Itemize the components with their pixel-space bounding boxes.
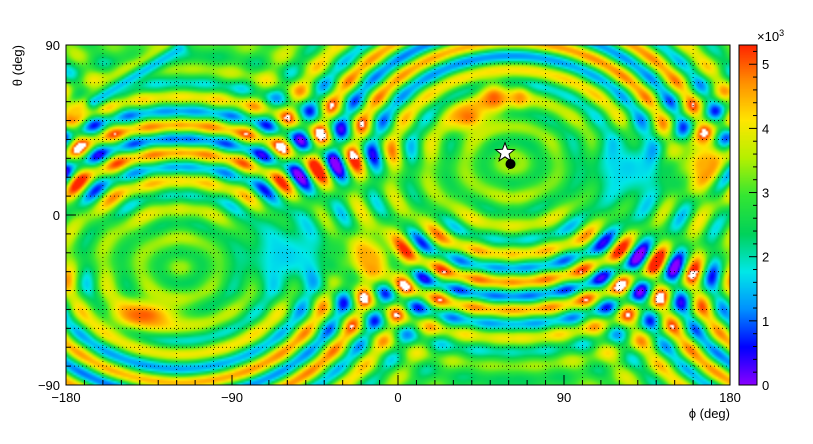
colorbar-tick-label: 0 (762, 378, 769, 393)
y-tick-label: −90 (38, 378, 60, 393)
colorbar-multiplier-exponent: 3 (779, 28, 784, 38)
y-tick-label: 0 (53, 208, 60, 223)
colorbar-tick-label: 3 (762, 186, 769, 201)
colorbar-tick-label: 5 (762, 57, 769, 72)
y-tick-label: 90 (46, 38, 60, 53)
colorbar-tick-label: 4 (762, 121, 769, 136)
x-tick-label: 0 (394, 390, 401, 405)
x-axis-ticks: −180 −90 0 90 180 (51, 375, 741, 405)
colorbar-multiplier: ×103 (757, 28, 784, 44)
y-axis-title: θ (deg) (10, 45, 25, 86)
star-marker (494, 141, 516, 162)
x-tick-label: 90 (557, 390, 571, 405)
x-tick-label: −90 (221, 390, 243, 405)
colorbar-frame (738, 44, 758, 386)
colorbar-tick-label: 2 (762, 250, 769, 265)
markers (494, 141, 516, 169)
dot-marker (505, 159, 516, 169)
y-axis-ticks: −90 0 90 (38, 38, 76, 393)
x-axis-title: ϕ (deg) (689, 406, 730, 421)
x-tick-label: −180 (51, 390, 80, 405)
colorbar-ticks: 0 1 2 3 4 5 (749, 50, 769, 393)
colorbar-gradient (739, 45, 757, 385)
x-tick-label: 180 (719, 390, 741, 405)
grid-lines (66, 45, 730, 385)
colorbar-multiplier-base: ×10 (757, 29, 779, 44)
colorbar-tick-label: 1 (762, 314, 769, 329)
